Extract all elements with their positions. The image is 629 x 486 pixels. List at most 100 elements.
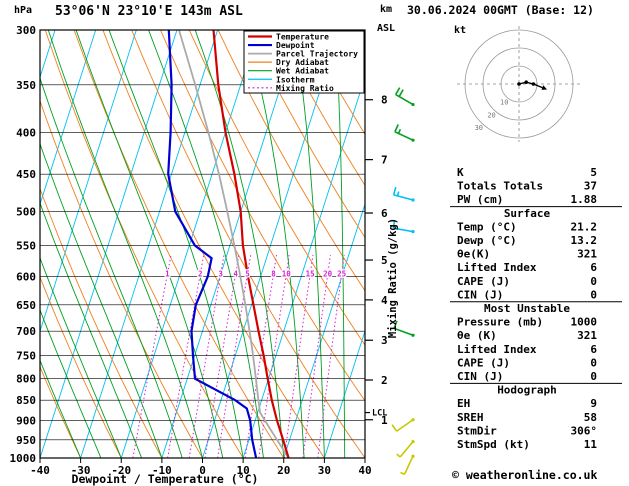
km-tick-label: 2 [381, 374, 388, 387]
mixing-ratio-value-label: 8 [271, 270, 276, 279]
stat-value: 321 [577, 248, 597, 261]
km-tick-label: 7 [381, 154, 388, 167]
dry-adiabat-line [40, 99, 203, 458]
isotherm-line [40, 30, 178, 458]
stat-label: Lifted Index [457, 343, 537, 356]
temp-tick-label: -40 [30, 464, 50, 477]
wind-barb [394, 87, 415, 107]
stat-label: Temp (°C) [457, 220, 517, 233]
legend-label: Mixing Ratio [276, 83, 334, 93]
stat-value: 0 [590, 288, 597, 301]
stat-value: 13.2 [571, 234, 598, 247]
mixing-ratio-line [317, 254, 345, 458]
legend-label: Dewpoint [276, 40, 315, 50]
wind-barb [396, 440, 415, 458]
km-tick-label: 8 [381, 94, 388, 107]
hodograph-ring-label: 30 [475, 124, 483, 132]
axis-labels: 3003504004505005506006507007508008509009… [10, 24, 389, 477]
hodograph-point [531, 82, 536, 86]
stat-label: StmSpd (kt) [457, 438, 530, 451]
mixing-ratio-line [244, 254, 277, 458]
wind-barb [400, 454, 415, 476]
wind-barb [392, 220, 415, 234]
mixing-ratio-value-label: 2 [198, 270, 203, 279]
stat-value: 0 [590, 356, 597, 369]
km-tick-label: 1 [381, 414, 388, 427]
temperature-line [212, 30, 290, 458]
stats-section-title: Surface [504, 207, 551, 220]
stat-value: 37 [584, 180, 597, 193]
wind-barb-column [391, 87, 415, 476]
hodograph-ring [464, 29, 574, 139]
pressure-tick-label: 500 [16, 206, 36, 219]
mixing-ratio-line [188, 254, 225, 458]
stat-label: Pressure (mb) [457, 316, 543, 329]
pressure-tick-label: 950 [16, 434, 36, 447]
stats-section-title: Hodograph [497, 384, 557, 397]
isotherm-line [40, 30, 137, 333]
legend-label: Wet Adiabat [276, 66, 329, 76]
datetime-label: 30.06.2024 00GMT (Base: 12) [407, 3, 594, 17]
wet-adiabat-line [293, 30, 325, 458]
mixing-ratio-line [204, 254, 240, 458]
pressure-tick-label: 900 [16, 415, 36, 428]
mixing-ratio-value-label: 25 [337, 270, 346, 279]
stat-value: 58 [584, 411, 597, 424]
mixing-ratio-value-label: 1 [165, 270, 170, 279]
pressure-tick-label: 700 [16, 325, 36, 338]
dry-adiabat-line [102, 30, 325, 458]
hodograph-arrowhead [541, 85, 548, 90]
temp-tick-label: -10 [152, 464, 172, 477]
wind-barb [391, 418, 415, 432]
sounding-traces [167, 30, 290, 458]
pressure-tick-label: 550 [16, 239, 36, 252]
temp-tick-label: 0 [199, 464, 206, 477]
isotherm-line [40, 30, 97, 206]
pressure-unit-label: hPa [14, 5, 32, 16]
dewpoint-line [167, 30, 258, 458]
mixing-ratio-value-label: 4 [233, 270, 238, 279]
hodograph-ring-label: 10 [500, 99, 508, 107]
temp-tick-label: 20 [277, 464, 290, 477]
stat-label: StmDir [457, 424, 497, 437]
stat-value: 0 [590, 370, 597, 383]
pressure-tick-label: 600 [16, 270, 36, 283]
wet-adiabat-line [47, 30, 203, 458]
stats-section-title: Most Unstable [484, 302, 570, 315]
legend-label: Isotherm [276, 75, 315, 84]
pressure-tick-label: 650 [16, 299, 36, 312]
mixing-ratio-line [258, 254, 290, 458]
isotherm-line [323, 329, 365, 458]
mixing-ratio-axis-title: Mixing Ratio (g/kg) [387, 218, 399, 338]
hodograph-point [517, 82, 521, 86]
dry-adiabat-line [246, 30, 365, 239]
km-axis-label: km [380, 4, 392, 15]
stat-label: SREH [457, 411, 484, 424]
copyright: © weatheronline.co.uk [452, 468, 597, 482]
stat-value: 1.88 [571, 193, 598, 206]
wet-adiabat-line [335, 30, 346, 458]
legend-label: Dry Adiabat [276, 57, 329, 67]
mixing-ratio-line [217, 254, 252, 458]
mixing-ratio-value-label: 10 [282, 270, 292, 279]
isotherm-line [0, 30, 14, 458]
pressure-tick-label: 750 [16, 350, 36, 363]
stat-value: 6 [590, 343, 597, 356]
stat-value: 11 [584, 438, 598, 451]
temp-tick-label: 10 [237, 464, 250, 477]
pressure-tick-label: 850 [16, 394, 36, 407]
temp-tick-label: -30 [71, 464, 91, 477]
parcel-trajectory-line [178, 30, 290, 458]
dry-adiabat-line [217, 30, 365, 292]
hodograph-ring [482, 47, 556, 121]
pressure-tick-label: 1000 [10, 452, 37, 465]
lcl-label: LCL [372, 409, 387, 419]
hodograph-unit-label: kt [454, 25, 466, 36]
stat-label: Dewp (°C) [457, 234, 517, 247]
stat-label: K [457, 166, 464, 179]
pressure-tick-label: 300 [16, 24, 36, 37]
pressure-tick-label: 800 [16, 373, 36, 386]
wind-barb [394, 124, 415, 142]
